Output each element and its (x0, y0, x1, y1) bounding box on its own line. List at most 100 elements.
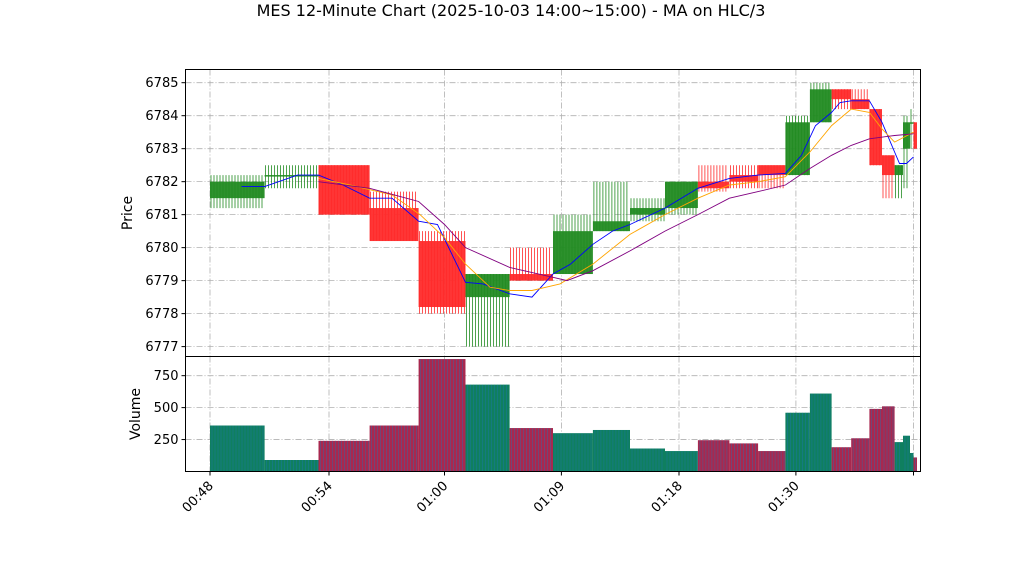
candle (318, 165, 370, 215)
candle (509, 247, 553, 281)
volume-bar-stripes (666, 451, 698, 472)
volume-bar (869, 408, 882, 472)
volume-bar (509, 428, 553, 472)
volume-bar-fill (369, 425, 419, 472)
candle-wick (510, 247, 550, 281)
price-axis-label: Price (120, 196, 136, 230)
x-tick-label: 00:48 (180, 479, 217, 516)
candle-body (210, 181, 265, 199)
candle-body (665, 181, 698, 209)
volume-bar (697, 440, 730, 472)
volume-bar (758, 451, 786, 472)
candle-body (882, 155, 895, 176)
candle-body (318, 165, 370, 215)
volume-bar (910, 452, 914, 472)
moving-average-line (318, 133, 914, 282)
volume-bar-stripes (871, 408, 881, 472)
candle-wick (698, 165, 727, 192)
candle (785, 115, 810, 176)
candle-body (729, 175, 759, 182)
candle (809, 82, 832, 123)
volume-bar-stripes (811, 393, 831, 472)
candle (665, 181, 698, 215)
volume-bar (831, 447, 852, 472)
candle-body (758, 165, 786, 176)
candle (697, 165, 730, 192)
volume-y-axis: 250 500 750 (154, 369, 186, 448)
candle (869, 109, 882, 166)
candle-wick (593, 181, 628, 232)
volume-bar (665, 451, 698, 472)
candle-body (592, 221, 630, 232)
candle-wick (832, 89, 851, 110)
volume-bar-fill (592, 429, 630, 472)
volume-bar (318, 440, 370, 472)
price-tick-label: 6781 (145, 208, 178, 223)
volume-bar-stripes (787, 412, 809, 472)
volume-bar-stripes (211, 425, 264, 472)
candle-body (869, 109, 882, 166)
volume-tick-label: 250 (154, 433, 179, 448)
volume-bar-fill (869, 408, 882, 472)
volume-bar-stripes (320, 440, 369, 472)
volume-bar-stripes (759, 451, 785, 472)
candle-body (509, 274, 553, 281)
candle (210, 175, 265, 209)
price-tick-label: 6780 (145, 241, 178, 256)
candle-body (809, 89, 832, 123)
volume-bar (785, 412, 810, 472)
volume-bar-stripes (371, 425, 417, 472)
volume-bar-fill (785, 412, 810, 472)
volume-bar-stripes (904, 435, 909, 472)
volume-bar-fill (465, 384, 510, 472)
candle-wick (882, 155, 893, 199)
candle (758, 165, 786, 189)
volume-bar (894, 442, 903, 472)
candle (630, 198, 665, 222)
moving-average-lines (241, 100, 914, 298)
price-tick-label: 6777 (145, 340, 178, 355)
candle (903, 115, 910, 189)
volume-bar-stripes (554, 433, 592, 472)
volume-bar (903, 435, 910, 472)
candle-body (418, 241, 466, 308)
candle-body (851, 99, 870, 110)
volume-tick-label: 750 (154, 369, 179, 384)
candle-body (630, 208, 665, 215)
moving-average-line (318, 108, 914, 291)
candle (910, 109, 914, 149)
candle-body (369, 208, 419, 242)
volume-bar (809, 393, 832, 472)
candle-body (831, 89, 852, 100)
candle (882, 155, 895, 199)
volume-bar (553, 433, 593, 472)
volume-bar-stripes (511, 428, 551, 472)
chart-title: MES 12-Minute Chart (2025-10-03 14:00~15… (257, 1, 766, 20)
candle-body (697, 181, 730, 189)
candle-body (913, 122, 917, 149)
candle (369, 191, 419, 242)
price-y-axis: 6777 6778 6779 6780 6781 6782 6783 6784 6785 (145, 76, 186, 355)
price-tick-label: 6779 (145, 274, 178, 289)
volume-bar-stripes (631, 448, 663, 472)
volume-bar (210, 425, 265, 472)
volume-tick-label: 500 (154, 401, 179, 416)
volume-bar (264, 460, 319, 472)
price-tick-label: 6782 (145, 175, 178, 190)
volume-bar-stripes (896, 442, 900, 472)
candle-wick (265, 165, 317, 189)
volume-axis-label: Volume (128, 388, 144, 440)
volume-bars (210, 359, 917, 472)
volume-bar-fill (903, 435, 910, 472)
candle-body (785, 122, 810, 176)
x-tick-label: 01:30 (766, 479, 803, 516)
candle (851, 89, 870, 110)
volume-panel-frame (185, 356, 921, 472)
candle (592, 181, 630, 232)
price-tick-label: 6783 (145, 142, 178, 157)
volume-bar-fill (851, 438, 870, 472)
candle (264, 165, 319, 189)
volume-bar (729, 443, 759, 472)
volume-bar-stripes (467, 384, 507, 472)
volume-bar (630, 448, 665, 472)
